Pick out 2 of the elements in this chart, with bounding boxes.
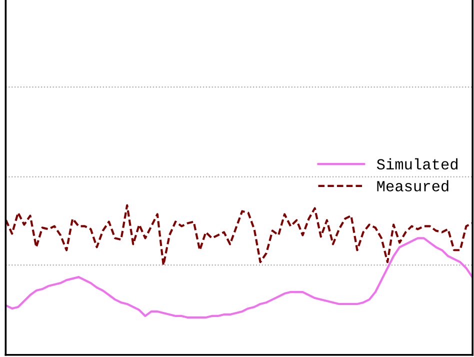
legend-label: Measured (377, 180, 448, 192)
legend-label: Simulated (376, 158, 458, 170)
